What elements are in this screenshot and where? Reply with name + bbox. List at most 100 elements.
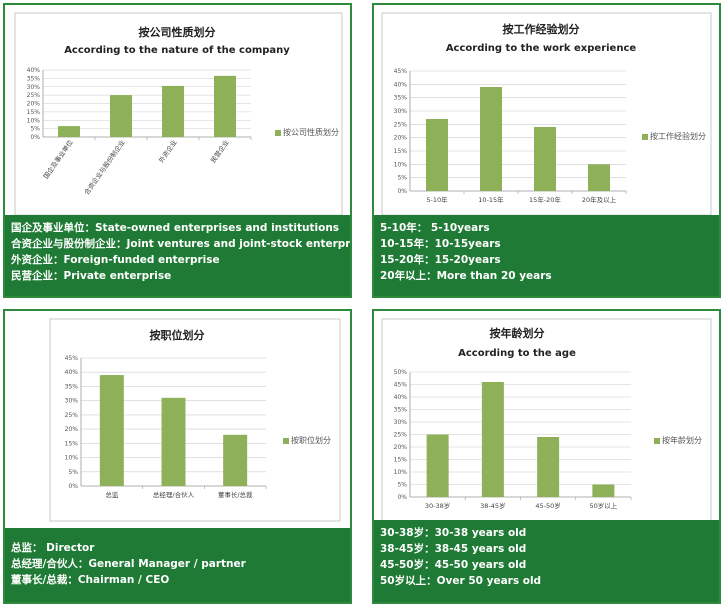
legend-label: 按公司性质划分: [283, 128, 339, 137]
caption-line: 15-20年：15-20years: [380, 254, 501, 266]
y-tick-label: 35%: [394, 95, 408, 102]
y-tick-label: 0%: [397, 494, 407, 501]
legend: 按公司性质划分: [275, 127, 339, 138]
y-tick-label: 20%: [394, 135, 408, 142]
category-label: 10-15年: [478, 195, 504, 204]
bar: [426, 434, 449, 497]
legend-label: 按年龄划分: [662, 436, 702, 445]
caption-line: 总经理/合伙人：General Manager / partner: [11, 558, 246, 570]
y-tick-label: 40%: [65, 369, 79, 376]
bar: [223, 434, 248, 486]
category-label: 20年及以上: [582, 195, 617, 204]
y-tick-label: 35%: [394, 407, 408, 414]
y-tick-label: 15%: [65, 440, 79, 447]
y-tick-label: 15%: [394, 457, 408, 464]
y-tick-labels: 0% 5% 10% 15% 20% 25% 30% 35% 40% 45%: [394, 68, 408, 195]
y-tick-label: 35%: [65, 383, 79, 390]
y-tick-label: 40%: [394, 81, 408, 88]
category-label: 外资企业: [156, 138, 179, 165]
caption: 总监： Director 总经理/合伙人：General Manager / p…: [5, 528, 350, 602]
y-tick-label: 20%: [394, 444, 408, 451]
caption-line: 国企及事业单位：State-owned enterprises and inst…: [11, 222, 340, 234]
category-label: 5-10年: [426, 195, 448, 204]
chart-frame: [49, 318, 341, 522]
y-tick-label: 40%: [27, 67, 41, 74]
category-label: 民营企业: [208, 138, 231, 165]
y-tick-label: 15%: [394, 148, 408, 155]
legend-swatch: [283, 437, 289, 444]
bar: [110, 95, 132, 137]
bars: [58, 75, 236, 137]
bar: [99, 375, 124, 486]
y-tick-label: 10%: [27, 117, 41, 124]
bar: [426, 119, 448, 191]
grid-lines: [410, 371, 631, 485]
y-tick-label: 10%: [394, 469, 408, 476]
caption-line: 董事长/总裁：Chairman / CEO: [11, 574, 170, 586]
y-tick-labels: 0%5% 10%15%20% 25%30% 35%40%: [27, 67, 41, 141]
chart-panel-work-experience: 按工作经验划分 According to the work experience…: [372, 3, 721, 298]
y-tick-label: 25%: [65, 412, 79, 419]
legend-swatch: [642, 133, 648, 140]
y-tick-label: 30%: [65, 398, 79, 405]
caption-line: 民营企业：Private enterprise: [11, 270, 172, 282]
y-tick-label: 45%: [394, 382, 408, 389]
y-tick-label: 30%: [394, 108, 408, 115]
y-tick-label: 0%: [30, 134, 40, 141]
caption-line: 10-15年：10-15years: [380, 238, 501, 250]
bars: [426, 382, 615, 497]
y-tick-label: 50%: [394, 369, 408, 376]
company-nature-chart: 按公司性质划分 According to the nature of the c…: [14, 12, 343, 216]
chart-subtitle: According to the work experience: [446, 43, 637, 54]
category-label: 国企及事业单位: [41, 138, 75, 181]
caption-line: 外资企业：Foreign-funded enterprise: [11, 254, 220, 266]
chart-subtitle: According to the nature of the company: [64, 45, 290, 56]
chart-title: 按职位划分: [150, 328, 205, 342]
bar: [588, 164, 610, 191]
bar: [481, 382, 504, 497]
caption-line: 20年以上：More than 20 years: [380, 270, 552, 282]
caption-line: 45-50岁：45-50 years old: [380, 559, 527, 571]
category-label: 50岁以上: [589, 501, 617, 510]
bar: [58, 126, 80, 137]
category-label: 30-38岁: [425, 501, 450, 510]
caption: 30-38岁：30-38 years old 38-45岁：38-45 year…: [374, 520, 719, 602]
y-tick-label: 15%: [27, 109, 41, 116]
caption-line: 38-45岁：38-45 years old: [380, 543, 527, 555]
bar: [161, 397, 186, 486]
bar: [534, 127, 556, 191]
legend: 按工作经验划分: [642, 131, 706, 142]
chart-panel-age: 按年龄划分 According to the age 0% 5% 10% 15% 20%…: [372, 309, 721, 604]
y-tick-label: 45%: [394, 68, 408, 75]
y-tick-label: 25%: [394, 432, 408, 439]
caption-line: 5-10年： 5-10years: [380, 222, 490, 234]
position-chart: 按职位划分 0% 5% 10% 15% 20% 25% 30% 35% 40% 45% 总监 总经理…: [49, 318, 341, 522]
work-experience-chart: 按工作经验划分 According to the work experience…: [381, 12, 712, 216]
age-chart: 按年龄划分 According to the age 0% 5% 10% 15% 20%…: [381, 318, 712, 522]
y-tick-labels: 0% 5% 10% 15% 20% 25% 30% 35% 40% 45% 50%: [394, 369, 408, 501]
y-tick-label: 0%: [68, 483, 78, 490]
category-label: 45-50岁: [535, 501, 560, 510]
y-tick-label: 5%: [68, 469, 78, 476]
y-tick-label: 30%: [27, 84, 41, 91]
category-labels: 5-10年 10-15年 15年-20年 20年及以上: [426, 195, 616, 204]
y-tick-label: 20%: [27, 101, 41, 108]
chart-title: 按年龄划分: [490, 326, 545, 340]
y-tick-label: 20%: [65, 426, 79, 433]
legend: 按年龄划分: [654, 435, 702, 446]
y-tick-label: 40%: [394, 394, 408, 401]
y-tick-labels: 0% 5% 10% 15% 20% 25% 30% 35% 40% 45%: [65, 355, 79, 490]
chart-panel-company-nature: 按公司性质划分 According to the nature of the c…: [3, 3, 352, 298]
y-tick-label: 5%: [397, 482, 407, 489]
category-label: 总监: [105, 490, 119, 499]
category-labels: 30-38岁 38-45岁 45-50岁 50岁以上: [425, 501, 618, 510]
caption-line: 50岁以上：Over 50 years old: [380, 575, 542, 587]
category-label: 总经理/合伙人: [153, 490, 195, 499]
bars: [99, 375, 248, 486]
y-tick-label: 10%: [65, 455, 79, 462]
y-tick-label: 0%: [397, 188, 407, 195]
caption: 国企及事业单位：State-owned enterprises and inst…: [5, 215, 350, 296]
category-label: 董事长/总裁: [218, 490, 253, 499]
y-tick-label: 5%: [30, 126, 40, 133]
bars: [426, 87, 610, 191]
